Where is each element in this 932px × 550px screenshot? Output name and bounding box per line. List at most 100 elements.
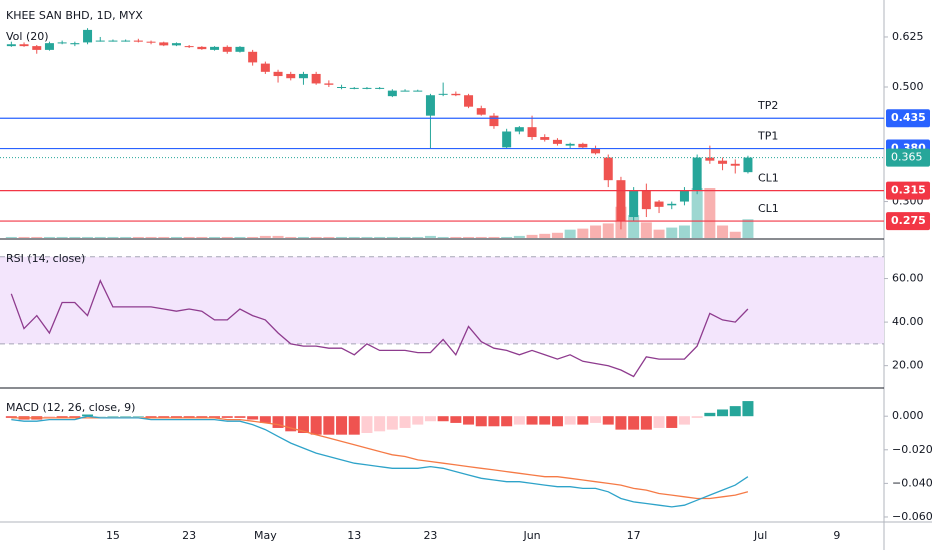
volume-bar [348, 236, 360, 238]
macd-histogram-bar [170, 416, 182, 418]
volume-bar [170, 236, 182, 238]
macd-histogram-bar [374, 416, 386, 432]
volume-title: Vol (20) [6, 30, 49, 43]
candle-body [438, 93, 448, 95]
level-tag [886, 212, 930, 231]
volume-bar [551, 232, 563, 238]
candle-body [552, 139, 562, 144]
macd-histogram-bar [424, 416, 436, 422]
candle-body [44, 43, 54, 50]
macd-histogram-bar [450, 416, 462, 423]
macd-histogram-bar [386, 416, 398, 430]
macd-histogram-bar [158, 416, 170, 418]
volume-bar [196, 236, 208, 238]
candle-body [629, 190, 639, 218]
volume-bar [43, 236, 55, 238]
macd-histogram-bar [5, 416, 17, 418]
x-tick-label: Jun [522, 529, 540, 542]
macd-histogram-bar [285, 416, 297, 432]
candle-body [349, 87, 359, 89]
macd-histogram-bar [94, 416, 106, 417]
volume-bar [310, 236, 322, 238]
volume-bar [678, 225, 690, 238]
macd-histogram-bar [209, 416, 221, 418]
candle-body [222, 46, 232, 52]
candle-body [57, 42, 67, 44]
volume-bar [577, 228, 589, 238]
candle-body [337, 87, 347, 89]
macd-histogram-bar [640, 416, 652, 430]
y-tick-label: −0.040 [892, 476, 932, 489]
candle-body [324, 83, 334, 85]
candle-body [95, 40, 105, 42]
volume-bar [158, 236, 170, 238]
candle-body [502, 131, 512, 148]
volume-bar [691, 188, 703, 238]
macd-histogram-bar [437, 416, 449, 422]
rsi-title: RSI (14, close) [6, 252, 85, 265]
macd-histogram-bar [488, 416, 500, 427]
level-label: 0.275 [891, 214, 926, 227]
macd-histogram-bar [526, 416, 538, 425]
level-name: TP2 [757, 99, 778, 112]
macd-histogram-bar [564, 416, 576, 425]
volume-bar [501, 236, 513, 238]
rsi-line [10, 279, 749, 378]
candle-body [565, 143, 575, 146]
macd-title: MACD (12, 26, close, 9) [6, 401, 135, 414]
candle-body [705, 157, 715, 161]
x-tick-label: 15 [106, 529, 120, 542]
macd-histogram-bar [247, 416, 259, 420]
macd-histogram-bar [678, 416, 690, 425]
x-tick-label: 13 [347, 529, 361, 542]
level-label: 0.435 [891, 111, 926, 124]
candle-body [171, 43, 181, 46]
candle-body [32, 46, 42, 50]
volume-bar [56, 236, 68, 238]
macd-histogram-bar [501, 416, 513, 427]
volume-bar [475, 236, 487, 238]
candle-body [83, 29, 93, 43]
x-tick-label: 17 [627, 529, 641, 542]
volume-bar [488, 236, 500, 238]
candle-body [387, 90, 397, 97]
candle-body [451, 93, 461, 96]
macd-histogram-bar [539, 416, 551, 425]
level-name: CL1 [758, 202, 779, 215]
macd-histogram-bar [310, 416, 322, 435]
level-label: 0.315 [891, 184, 926, 197]
candle-body [273, 71, 283, 77]
volume-bar [107, 236, 119, 238]
macd-histogram-bar [615, 416, 627, 430]
y-tick-label: 20.00 [892, 359, 924, 372]
volume-bar [18, 236, 30, 238]
macd-histogram-bar [348, 416, 360, 435]
level-name: TP1 [757, 130, 778, 143]
candle-body [400, 90, 410, 92]
y-tick-label: 60.00 [892, 272, 924, 285]
volume-bar [272, 235, 284, 238]
volume-bar [120, 236, 132, 238]
macd-histogram-bar [463, 416, 475, 425]
candle-body [108, 40, 118, 42]
macd-histogram-bar [107, 416, 119, 417]
volume-bar [437, 236, 449, 238]
candle-body [679, 190, 689, 202]
candle-body [718, 160, 728, 164]
macd-histogram-bar [551, 416, 563, 427]
candle-body [476, 108, 486, 115]
macd-histogram-bar [336, 416, 348, 435]
candle-body [591, 148, 601, 154]
macd-histogram-bar [145, 416, 157, 418]
candle-body [362, 87, 372, 89]
level-tag [886, 181, 930, 200]
volume-bar [602, 223, 614, 238]
macd-histogram-bar [412, 416, 424, 425]
macd-histogram-bar [43, 416, 55, 418]
volume-bar [717, 225, 729, 238]
macd-line [11, 415, 749, 508]
volume-bar [234, 236, 246, 238]
x-tick-label: 23 [423, 529, 437, 542]
candle-body [641, 190, 651, 210]
